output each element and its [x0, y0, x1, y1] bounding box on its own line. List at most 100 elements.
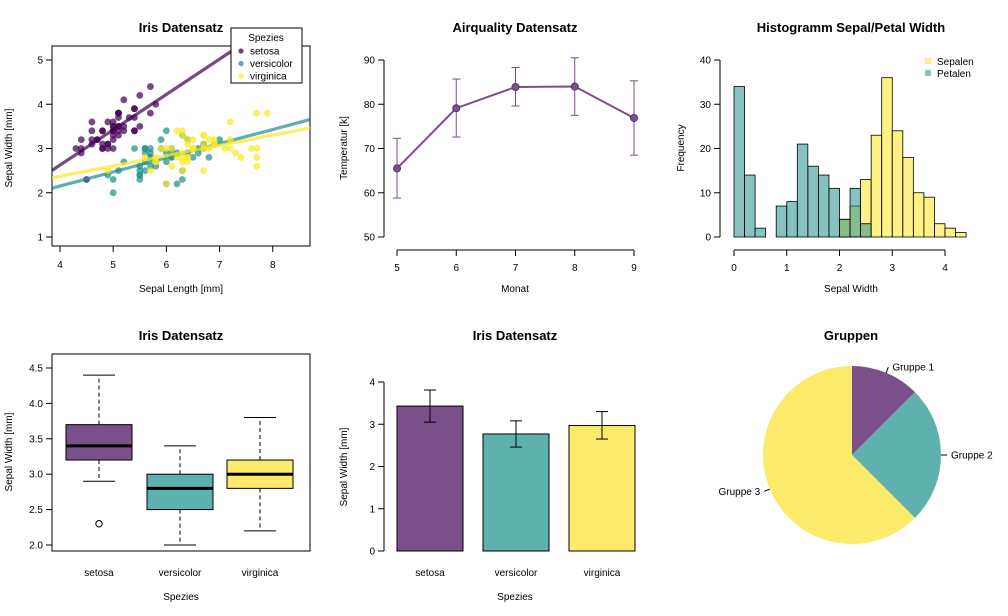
histogram-bar-Petalen [786, 201, 798, 238]
scatter-point-virginica [173, 153, 181, 161]
histogram-bar-Sepalen [955, 232, 967, 238]
pie-label: Gruppe 3 [719, 487, 761, 498]
pie-slice-3 [763, 366, 915, 544]
legend-title: Spezies [248, 33, 284, 44]
scatter-point-versicolor [205, 153, 213, 161]
legend-box [230, 27, 303, 84]
y-tick-label: 5 [37, 56, 43, 67]
scatter-point-setosa [115, 109, 122, 117]
scatter-point-virginica [184, 153, 192, 161]
bar-virginica [568, 425, 636, 552]
scatter-point-versicolor [178, 176, 186, 183]
scatter-point-setosa [136, 122, 144, 130]
scatter-point-setosa [104, 140, 112, 148]
x-axis-title: Spezies [163, 592, 199, 603]
histogram-bar-Petalen [818, 174, 830, 238]
bar-panel: Iris Datensatz 0 1 2 3 4 Spezies Sepal Width [m… [339, 328, 636, 603]
scatter-point-virginica [221, 145, 229, 152]
chart-title: Iris Datensatz [139, 20, 224, 35]
scatter-point-virginica [264, 109, 271, 117]
x-tick-label: 9 [631, 263, 637, 274]
scatter-point-setosa [104, 118, 112, 126]
bar-versicolor [482, 433, 550, 552]
chart-title: Iris Datensatz [473, 328, 558, 343]
legend-label: virginica [250, 72, 287, 83]
scatter-point-setosa [147, 109, 154, 117]
line-panel: Airquality Datensatz 50 60 70 80 90 5 6 7 8 9 Monat… [339, 20, 639, 295]
scatter-point-setosa [109, 145, 117, 152]
x-tick-label: 6 [164, 260, 170, 271]
y-tick-label: 3 [37, 144, 43, 155]
histogram-bar-Sepalen [870, 134, 883, 238]
y-tick-label: 1 [369, 504, 375, 515]
legend-label: Petalen [937, 69, 971, 80]
scatter-point-setosa [99, 145, 106, 152]
y-tick-label: 2 [37, 188, 43, 199]
y-tick-label: 60 [364, 188, 376, 199]
scatter-point-versicolor [157, 136, 165, 144]
y-tick-label: 50 [364, 233, 376, 244]
scatter-point-virginica [178, 167, 186, 175]
y-tick-label: 90 [364, 56, 376, 67]
legend-swatch [925, 58, 931, 64]
x-tick-label: 7 [217, 260, 223, 271]
histogram-bar-Petalen [733, 86, 745, 238]
chart-title: Histogramm Sepal/Petal Width [757, 20, 945, 35]
histogram-bar-Sepalen [902, 156, 914, 238]
pie-label-line [885, 367, 889, 373]
y-tick-label: 30 [700, 100, 712, 111]
scatter-point-versicolor [162, 158, 170, 166]
y-tick-label: 3.0 [29, 470, 43, 481]
scatter-point-setosa [131, 105, 138, 113]
chart-title: Iris Datensatz [139, 328, 224, 343]
pie-slice-1 [852, 366, 915, 455]
scatter-point-setosa [120, 127, 128, 135]
scatter-point-setosa [136, 92, 144, 99]
y-axis-title: Sepal Width [mm] [339, 427, 350, 506]
scatter-point-setosa [88, 127, 96, 135]
histogram-bar-Sepalen [923, 196, 935, 238]
data-point [392, 164, 401, 173]
y-tick-label: 70 [364, 144, 376, 155]
scatter-point-versicolor [189, 153, 197, 161]
scatter-point-virginica [232, 149, 239, 157]
y-tick-label: 4.0 [29, 399, 43, 410]
y-axis-title: Frequency [676, 124, 687, 171]
scatter-point-virginica [253, 162, 261, 170]
scatter-panel: Iris Datensatz 1 2 3 4 5 4 5 6 7 8 Sepal Length [mm… [4, 20, 311, 295]
legend-marker-setosa [238, 48, 244, 54]
scatter-point-versicolor [109, 176, 117, 183]
x-tick-label: versicolor [159, 568, 202, 579]
regression-line-virginica [52, 126, 310, 180]
x-tick-label: 8 [572, 263, 578, 274]
y-tick-label: 3.5 [29, 434, 43, 445]
legend-label: versicolor [250, 59, 293, 70]
y-tick-label: 4 [369, 378, 375, 389]
y-tick-label: 4 [37, 100, 43, 111]
histogram-bar-Petalen [849, 187, 861, 238]
scatter-point-virginica [168, 145, 176, 152]
histogram-bar-Sepalen [934, 223, 946, 238]
legend-label: Sepalen [937, 57, 974, 68]
x-axis-title: Sepal Length [mm] [139, 284, 223, 295]
x-axis-title: Monat [501, 284, 529, 295]
x-tick-label: 3 [889, 263, 895, 274]
x-tick-label: 8 [270, 260, 276, 271]
scatter-point-setosa [99, 127, 106, 135]
y-axis-title: Sepal Width [mm] [4, 108, 15, 187]
histogram-bar-Sepalen [944, 227, 956, 238]
scatter-point-virginica [178, 127, 186, 135]
scatter-point-virginica [162, 145, 170, 152]
scatter-point-virginica [147, 167, 154, 175]
pie-panel: Gruppen Gruppe 1 Gruppe 2 Gruppe 3 [719, 328, 993, 544]
scatter-point-virginica [237, 153, 245, 161]
scatter-point-versicolor [109, 189, 117, 197]
x-tick-label: virginica [242, 568, 279, 579]
scatter-point-virginica [152, 158, 160, 166]
y-tick-label: 2.0 [29, 541, 43, 552]
chart-title: Gruppen [824, 328, 878, 343]
scatter-point-setosa [77, 136, 85, 144]
regression-line-setosa [52, 46, 243, 172]
box-outlier [95, 520, 103, 528]
x-tick-label: 5 [110, 260, 116, 271]
